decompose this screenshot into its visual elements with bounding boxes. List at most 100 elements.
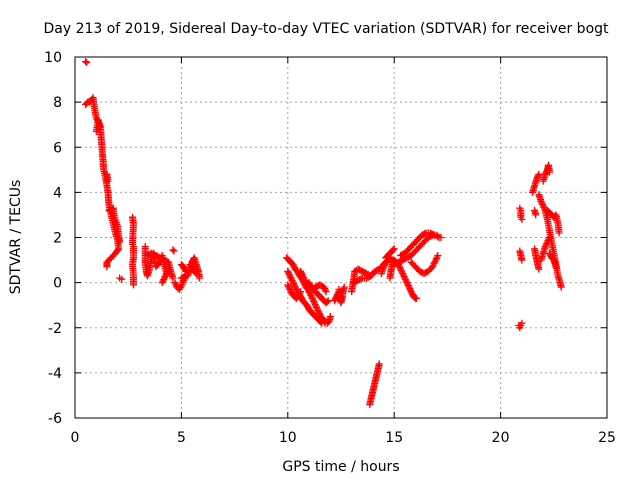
y-tick-label: 4 xyxy=(53,185,62,201)
data-point xyxy=(413,294,420,302)
data-point xyxy=(169,246,177,254)
data-point xyxy=(304,303,312,311)
data-point xyxy=(535,265,543,273)
data-point xyxy=(301,276,309,284)
data-point xyxy=(389,246,397,254)
data-point xyxy=(177,274,185,282)
data-point xyxy=(400,273,408,281)
data-point xyxy=(97,123,104,131)
data-point xyxy=(518,215,526,223)
data-point xyxy=(320,283,328,291)
x-tick-label: 0 xyxy=(71,430,80,446)
data-point xyxy=(303,301,311,309)
data-point xyxy=(398,268,406,276)
data-point xyxy=(552,263,560,271)
data-point xyxy=(188,263,196,271)
data-point xyxy=(318,319,326,327)
data-point xyxy=(313,303,320,311)
data-point xyxy=(312,302,320,310)
data-point xyxy=(180,264,188,272)
axis-ticks xyxy=(74,56,608,419)
data-point xyxy=(305,287,313,295)
y-tick-labels: -6 -4 -2 0 2 4 6 8 10 xyxy=(44,50,62,427)
data-point xyxy=(434,232,442,240)
x-tick-label: 15 xyxy=(385,430,403,446)
data-point xyxy=(543,238,551,246)
data-point xyxy=(401,274,409,282)
chart-title: Day 213 of 2019, Sidereal Day-to-day VTE… xyxy=(43,21,609,37)
data-point xyxy=(534,173,541,181)
data-point xyxy=(306,290,314,298)
data-point xyxy=(324,297,332,305)
data-point xyxy=(287,273,295,281)
data-point xyxy=(321,286,329,294)
y-tick-label: 2 xyxy=(53,231,62,247)
data-point xyxy=(369,270,377,278)
data-point xyxy=(404,282,412,290)
data-point xyxy=(437,234,445,241)
data-point xyxy=(402,277,410,285)
data-point xyxy=(532,211,540,219)
data-point xyxy=(294,292,302,300)
data-point xyxy=(298,270,306,278)
data-point xyxy=(431,231,439,239)
data-point xyxy=(538,199,546,207)
data-point xyxy=(314,307,322,314)
data-point xyxy=(368,271,376,279)
data-point xyxy=(297,288,305,296)
data-point xyxy=(284,281,292,289)
data-point xyxy=(331,297,339,305)
data-point xyxy=(171,279,179,287)
data-point xyxy=(313,305,321,313)
data-point xyxy=(295,291,303,299)
data-point xyxy=(390,245,398,253)
data-point xyxy=(189,264,197,272)
data-point xyxy=(191,269,199,276)
data-point xyxy=(309,296,317,304)
data-point xyxy=(407,288,415,296)
data-point xyxy=(430,259,438,267)
data-point xyxy=(518,256,526,264)
data-point xyxy=(537,197,545,205)
data-point xyxy=(291,282,299,290)
data-point xyxy=(541,243,549,250)
data-point xyxy=(104,257,112,265)
data-point xyxy=(158,279,166,287)
data-point xyxy=(287,287,295,295)
data-point xyxy=(299,273,307,281)
data-point xyxy=(169,274,177,282)
data-point xyxy=(534,172,542,180)
data-point xyxy=(180,263,187,271)
data-point xyxy=(130,281,137,289)
y-tick-label: -4 xyxy=(48,366,62,382)
data-point xyxy=(104,177,112,185)
data-point xyxy=(116,238,124,246)
data-point xyxy=(380,261,388,269)
x-tick-label: 25 xyxy=(598,430,616,446)
data-point xyxy=(290,279,297,287)
data-point xyxy=(192,270,200,278)
data-point xyxy=(399,271,407,279)
data-point xyxy=(340,283,348,291)
data-point xyxy=(402,276,409,284)
data-point xyxy=(160,274,168,282)
data-point xyxy=(546,251,554,259)
y-tick-label: 6 xyxy=(53,140,62,156)
data-point xyxy=(321,285,329,293)
data-point xyxy=(399,270,407,278)
data-point xyxy=(288,276,296,284)
data-point xyxy=(432,256,440,264)
x-tick-label: 10 xyxy=(279,430,297,446)
data-point xyxy=(546,234,553,241)
data-point xyxy=(287,275,295,283)
data-point xyxy=(543,240,551,247)
data-point xyxy=(407,286,414,294)
data-point xyxy=(539,200,546,208)
data-point xyxy=(406,285,414,293)
data-point xyxy=(535,170,543,178)
data-point xyxy=(421,230,429,238)
data-point xyxy=(162,271,170,279)
data-point xyxy=(289,261,297,269)
data-point xyxy=(432,255,440,263)
